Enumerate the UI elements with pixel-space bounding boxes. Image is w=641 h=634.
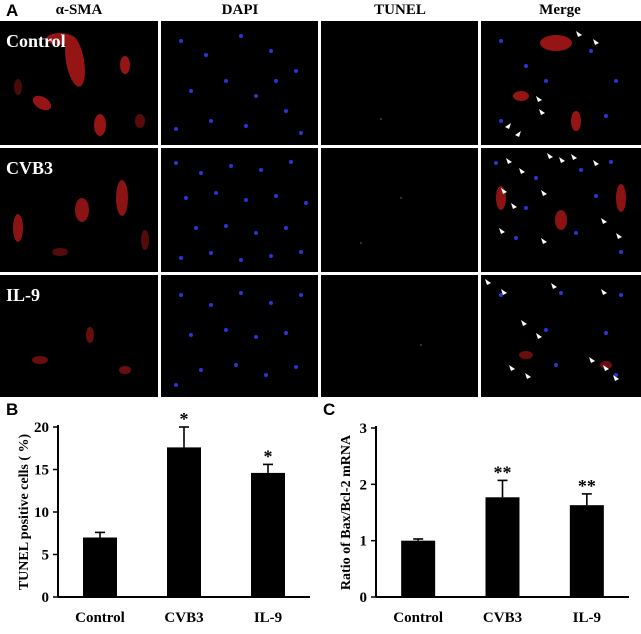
significance-marker: * xyxy=(264,446,273,466)
y-tick-label: 3 xyxy=(360,421,368,437)
panel-letter-a: A xyxy=(6,1,19,20)
micrograph-cvb3-merge xyxy=(481,148,641,272)
row-label-cvb3: CVB3 xyxy=(6,158,54,178)
significance-marker: * xyxy=(180,409,189,429)
micrograph-control-merge xyxy=(481,21,641,145)
actin-stain-image xyxy=(14,33,145,136)
micrograph-il9-asma: IL-9 xyxy=(0,275,158,397)
micrograph-cvb3-tunel xyxy=(321,148,478,272)
bar xyxy=(251,472,285,597)
category-label: IL-9 xyxy=(254,610,282,626)
bar xyxy=(401,540,436,597)
column-header-merge: Merge xyxy=(539,2,581,18)
panel-letter-b: B xyxy=(6,400,19,419)
nuclei-stain-image xyxy=(174,291,303,387)
bar xyxy=(167,447,201,597)
category-label: CVB3 xyxy=(164,610,203,626)
row-label-il9: IL-9 xyxy=(6,285,41,305)
micrograph-control-tunel xyxy=(321,21,478,145)
merge-image xyxy=(494,153,626,254)
y-tick-label: 0 xyxy=(42,590,50,606)
y-axis-label: Ratio of Bax/Bcl-2 mRNA xyxy=(339,434,354,590)
category-label: IL-9 xyxy=(573,610,601,626)
y-tick-label: 5 xyxy=(42,548,50,564)
micrograph-control-asma: Control xyxy=(0,21,158,145)
y-tick-label: 10 xyxy=(34,505,49,521)
category-label: Control xyxy=(75,610,125,626)
y-tick-label: 15 xyxy=(34,463,49,479)
category-label: Control xyxy=(393,610,443,626)
bar xyxy=(83,537,117,597)
micrograph-grid: Control xyxy=(0,21,641,397)
significance-marker: ** xyxy=(578,476,596,496)
y-tick-label: 2 xyxy=(360,477,368,493)
micrograph-il9-tunel xyxy=(321,275,478,397)
column-header-asma: α-SMA xyxy=(55,2,103,18)
category-label: CVB3 xyxy=(483,610,522,626)
column-header-tunel: TUNEL xyxy=(374,2,426,18)
micrograph-control-dapi xyxy=(161,21,318,145)
merge-image xyxy=(499,31,618,137)
micrograph-il9-merge xyxy=(481,275,641,397)
actin-stain-image xyxy=(13,180,149,256)
tunel-stain-image xyxy=(379,117,383,121)
tunel-stain-image xyxy=(359,196,403,245)
actin-stain-image xyxy=(32,327,131,374)
y-tick-label: 20 xyxy=(34,420,49,436)
significance-marker: ** xyxy=(494,462,512,482)
bax-bcl2-bar-chart: 0 1 2 3 Ratio of Bax/Bcl-2 mRNA Control ** CVB3… xyxy=(339,421,629,626)
panel-letter-c: C xyxy=(323,400,336,419)
y-axis-label: TUNEL positive cells ( %) xyxy=(17,434,32,591)
bar xyxy=(569,505,604,597)
micrograph-cvb3-dapi xyxy=(161,148,318,272)
y-tick-label: 0 xyxy=(360,590,368,606)
tunel-stain-image xyxy=(419,343,423,347)
merge-image xyxy=(485,279,623,381)
bar xyxy=(485,497,520,597)
column-header-dapi: DAPI xyxy=(221,2,259,18)
micrograph-cvb3-asma: CVB3 xyxy=(0,148,158,272)
y-tick-label: 1 xyxy=(360,534,368,550)
row-label-control: Control xyxy=(6,31,66,51)
nuclei-stain-image xyxy=(174,160,308,262)
nuclei-stain-image xyxy=(174,34,303,135)
micrograph-il9-dapi xyxy=(161,275,318,397)
